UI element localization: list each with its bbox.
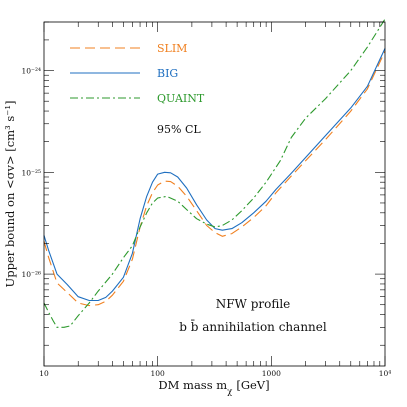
series-curves bbox=[43, 18, 386, 328]
x-axis-label-unit: [GeV] bbox=[236, 378, 269, 392]
y-tick-label: 10⁻²⁵ bbox=[21, 168, 41, 177]
series-line-big bbox=[43, 48, 386, 302]
y-tick-label: 10⁻²⁴ bbox=[21, 67, 41, 76]
annotation-profile: NFW profile bbox=[216, 297, 291, 311]
series-line-slim bbox=[43, 50, 386, 307]
plot-frame bbox=[43, 21, 386, 367]
legend-label-slim: SLIM bbox=[157, 42, 187, 55]
x-tick-label: 1000 bbox=[262, 369, 281, 378]
x-tick-label: 10 bbox=[39, 369, 49, 378]
x-tick-label: 100 bbox=[151, 369, 166, 378]
axis-ticks: 10 100 1000 10⁴ 10⁻²⁶ 10⁻²⁵ 10⁻²⁴ bbox=[21, 21, 392, 378]
y-tick-label: 10⁻²⁶ bbox=[21, 270, 41, 279]
annotation-channel: b b̄ annihilation channel bbox=[179, 318, 327, 334]
x-axis-label-text: DM mass m bbox=[158, 378, 227, 392]
series-line-quaint bbox=[43, 18, 386, 328]
x-axis-label: DM mass mχ [GeV] bbox=[158, 378, 269, 397]
legend: SLIM BIG QUAINT bbox=[70, 42, 205, 105]
y-axis-label: Upper bound on <σv> [cm³ s⁻¹] bbox=[3, 101, 17, 288]
x-axis-label-subscript: χ bbox=[227, 387, 232, 397]
x-tick-label: 10⁴ bbox=[379, 369, 392, 378]
legend-label-big: BIG bbox=[157, 67, 178, 80]
confidence-level-label: 95% CL bbox=[157, 123, 201, 136]
legend-label-quaint: QUAINT bbox=[157, 92, 205, 105]
